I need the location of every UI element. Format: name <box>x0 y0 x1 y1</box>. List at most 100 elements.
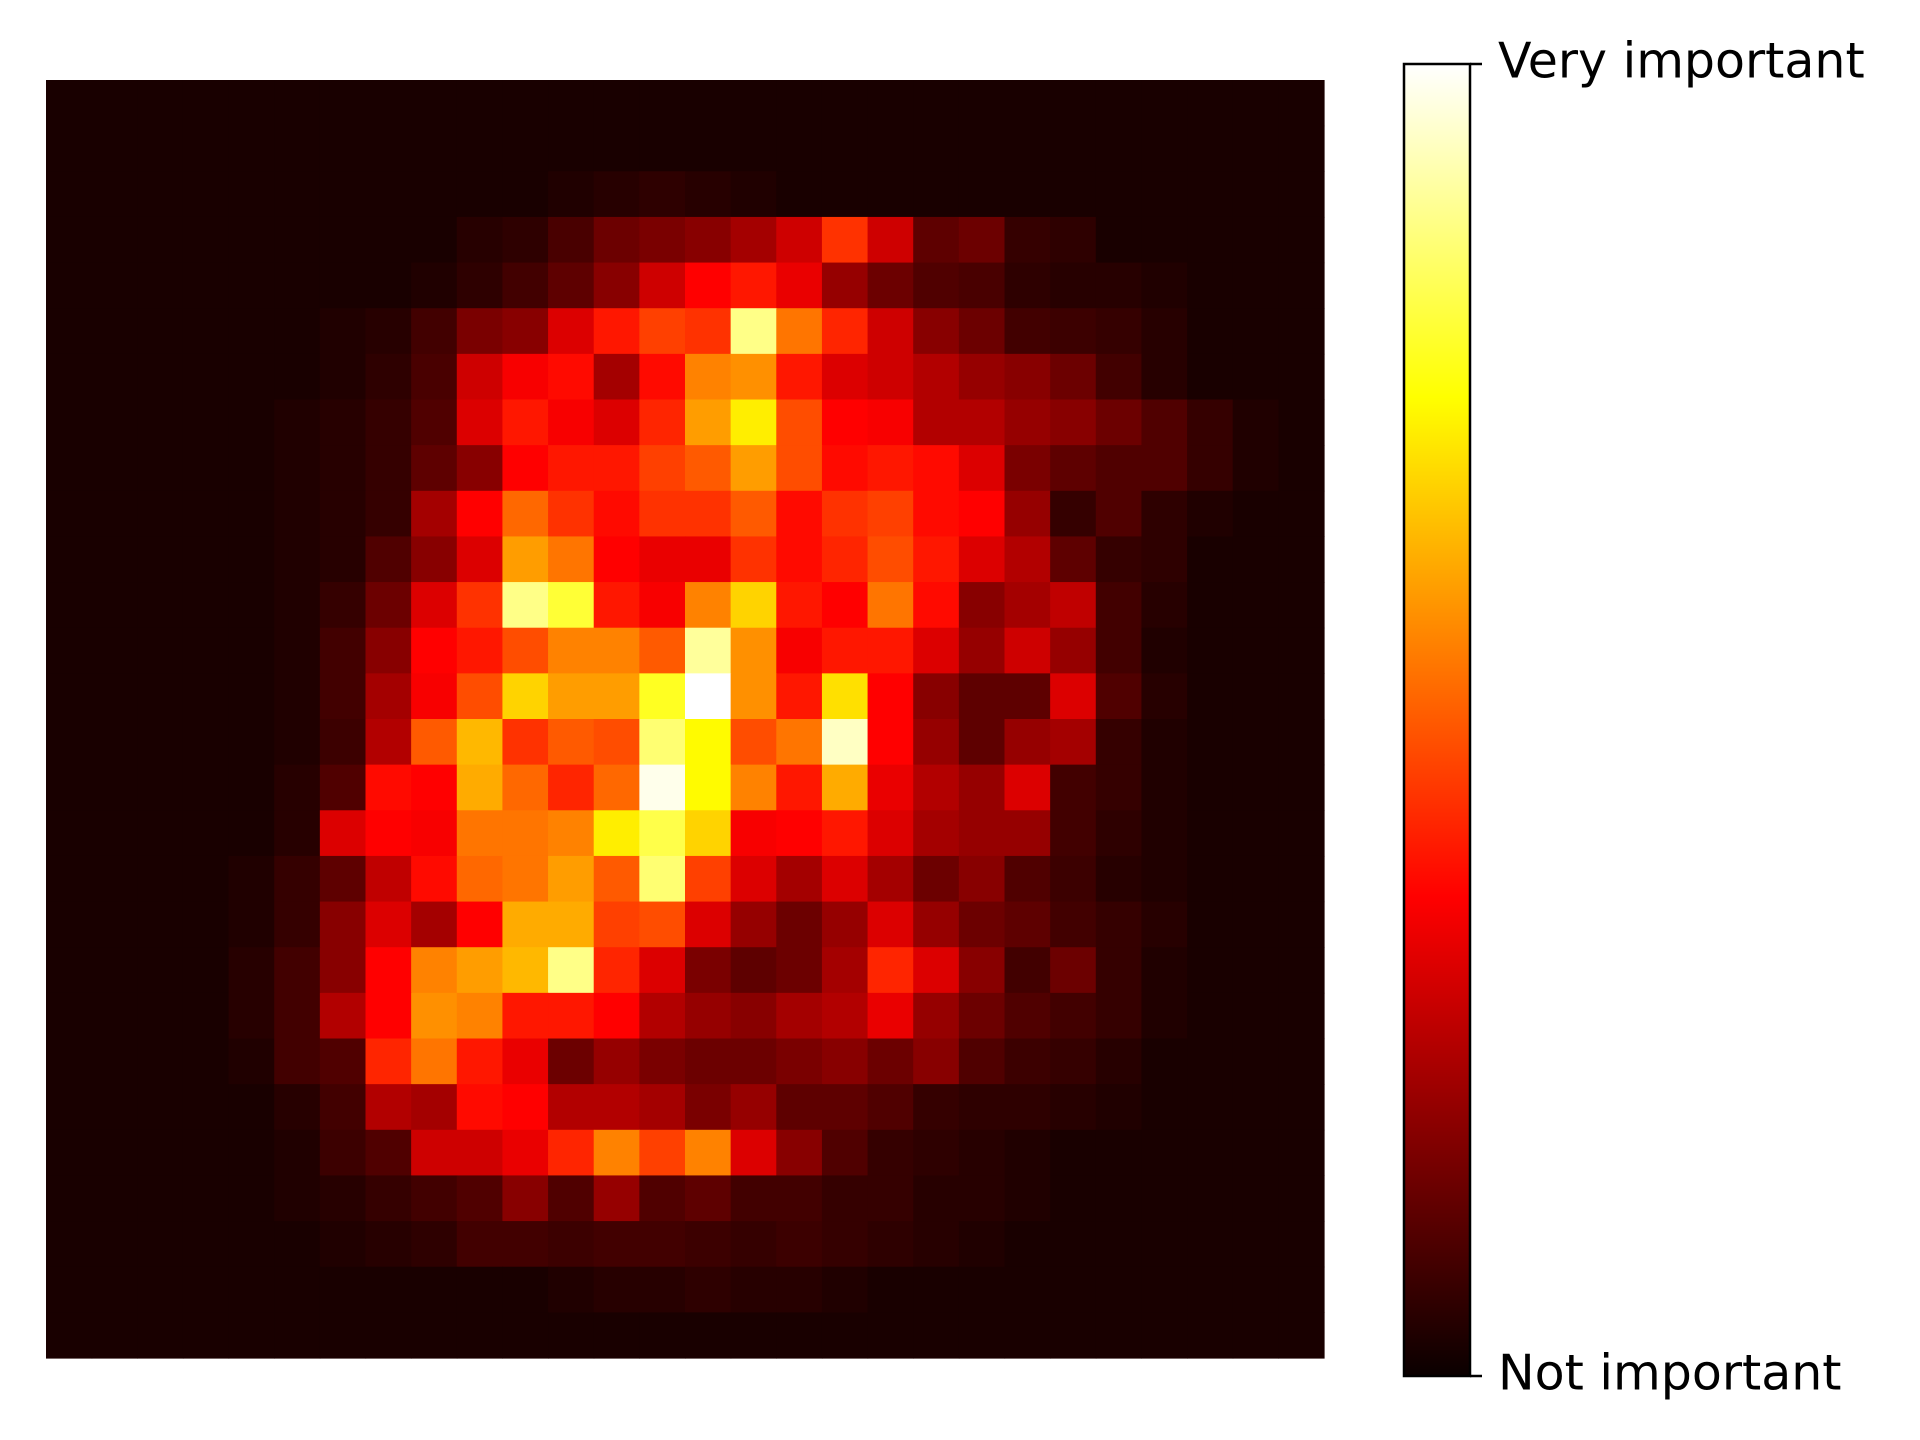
heatmap-cell-r17-c1 <box>91 855 138 903</box>
heatmap-cell-r0-c9 <box>456 80 504 127</box>
heatmap-cell-r17-c14 <box>685 855 732 903</box>
heatmap-cell-r0-c21 <box>1004 80 1051 127</box>
heatmap-cell-r26-c11 <box>548 1266 595 1313</box>
heatmap-cell-r27-c21 <box>1004 1312 1051 1359</box>
heatmap-cell-r23-c14 <box>685 1129 732 1177</box>
heatmap-cell-r4-c27 <box>1278 262 1325 309</box>
heatmap-cell-r7-c19 <box>913 399 960 446</box>
heatmap-cell-r12-c16 <box>776 627 823 674</box>
heatmap-cell-r7-c21 <box>1004 399 1051 446</box>
heatmap-cell-r18-c22 <box>1050 901 1097 948</box>
heatmap-cell-r15-c26 <box>1232 764 1279 811</box>
heatmap-cell-r15-c9 <box>456 764 504 811</box>
heatmap-cell-r2-c14 <box>685 171 732 218</box>
heatmap-cell-r12-c11 <box>548 627 595 674</box>
heatmap-cell-r21-c13 <box>639 1038 686 1085</box>
heatmap-cell-r25-c11 <box>548 1221 595 1268</box>
heatmap-cell-r2-c27 <box>1278 171 1325 218</box>
heatmap-cell-r8-c9 <box>456 445 504 492</box>
heatmap-cell-r27-c2 <box>137 1312 184 1359</box>
heatmap-cell-r23-c23 <box>1095 1129 1143 1177</box>
heatmap-cell-r21-c24 <box>1141 1038 1188 1085</box>
heatmap-cell-r14-c27 <box>1278 719 1325 766</box>
heatmap-cell-r20-c2 <box>137 992 184 1040</box>
heatmap-cell-r4-c14 <box>685 262 732 309</box>
heatmap-cell-r9-c8 <box>411 490 458 538</box>
heatmap-cell-r17-c0 <box>46 855 93 903</box>
heatmap-cell-r23-c5 <box>274 1129 321 1177</box>
heatmap-cell-r7-c11 <box>548 399 595 446</box>
heatmap-cell-r15-c8 <box>411 764 458 811</box>
heatmap-cell-r18-c2 <box>137 901 184 948</box>
heatmap-cell-r1-c18 <box>867 125 914 172</box>
heatmap-cell-r25-c18 <box>867 1221 914 1268</box>
heatmap-cell-r8-c8 <box>411 445 458 492</box>
heatmap-cell-r16-c16 <box>776 810 823 857</box>
heatmap-cell-r23-c15 <box>730 1129 777 1177</box>
heatmap-cell-r23-c12 <box>593 1129 640 1177</box>
heatmap-cell-r25-c3 <box>182 1221 230 1268</box>
heatmap-cell-r13-c15 <box>730 673 777 720</box>
heatmap-cell-r17-c3 <box>182 855 230 903</box>
heatmap-cell-r15-c10 <box>502 764 549 811</box>
heatmap-cell-r4-c16 <box>776 262 823 309</box>
heatmap-cell-r5-c8 <box>411 308 458 355</box>
heatmap-cell-r21-c16 <box>776 1038 823 1085</box>
heatmap-cell-r20-c15 <box>730 992 777 1040</box>
heatmap-cell-r16-c13 <box>639 810 686 857</box>
heatmap-cell-r3-c27 <box>1278 216 1325 264</box>
heatmap-cell-r15-c18 <box>867 764 914 811</box>
heatmap-cell-r8-c26 <box>1232 445 1279 492</box>
heatmap-cell-r27-c8 <box>411 1312 458 1359</box>
heatmap-cell-r1-c25 <box>1187 125 1234 172</box>
heatmap-cell-r19-c6 <box>319 947 367 994</box>
heatmap-cell-r17-c8 <box>411 855 458 903</box>
heatmap-cell-r12-c22 <box>1050 627 1097 674</box>
heatmap-cell-r20-c25 <box>1187 992 1234 1040</box>
heatmap-cell-r21-c11 <box>548 1038 595 1085</box>
heatmap-cell-r4-c23 <box>1095 262 1143 309</box>
heatmap-cell-r14-c6 <box>319 719 367 766</box>
heatmap-cell-r20-c4 <box>228 992 275 1040</box>
heatmap-cell-r18-c20 <box>958 901 1006 948</box>
heatmap-cell-r26-c2 <box>137 1266 184 1313</box>
heatmap-cell-r17-c16 <box>776 855 823 903</box>
heatmap-cell-r23-c10 <box>502 1129 549 1177</box>
heatmap-cell-r27-c18 <box>867 1312 914 1359</box>
heatmap-cell-r14-c17 <box>821 719 869 766</box>
heatmap-cell-r16-c26 <box>1232 810 1279 857</box>
heatmap-cell-r0-c22 <box>1050 80 1097 127</box>
heatmap-cell-r15-c20 <box>958 764 1006 811</box>
heatmap-cell-r26-c0 <box>46 1266 93 1313</box>
heatmap-cell-r25-c22 <box>1050 1221 1097 1268</box>
heatmap-cell-r2-c22 <box>1050 171 1097 218</box>
heatmap-cell-r17-c5 <box>274 855 321 903</box>
heatmap-cell-r10-c8 <box>411 536 458 583</box>
heatmap-cell-r21-c12 <box>593 1038 640 1085</box>
heatmap-cell-r27-c15 <box>730 1312 777 1359</box>
heatmap-cell-r21-c3 <box>182 1038 230 1085</box>
heatmap-cell-r20-c0 <box>46 992 93 1040</box>
heatmap-cell-r18-c16 <box>776 901 823 948</box>
heatmap-cell-r23-c0 <box>46 1129 93 1177</box>
heatmap-cell-r6-c27 <box>1278 353 1325 401</box>
heatmap-cell-r13-c12 <box>593 673 640 720</box>
heatmap-cell-r7-c6 <box>319 399 367 446</box>
heatmap-cell-r17-c6 <box>319 855 367 903</box>
heatmap-cell-r20-c1 <box>91 992 138 1040</box>
heatmap-cell-r0-c18 <box>867 80 914 127</box>
heatmap-cell-r24-c27 <box>1278 1175 1325 1222</box>
heatmap-cell-r10-c24 <box>1141 536 1188 583</box>
heatmap-cell-r19-c19 <box>913 947 960 994</box>
heatmap-cell-r14-c11 <box>548 719 595 766</box>
heatmap-cell-r8-c6 <box>319 445 367 492</box>
heatmap-cell-r2-c18 <box>867 171 914 218</box>
heatmap-cell-r2-c3 <box>182 171 230 218</box>
heatmap-cell-r25-c19 <box>913 1221 960 1268</box>
heatmap-cell-r26-c21 <box>1004 1266 1051 1313</box>
heatmap-cell-r2-c25 <box>1187 171 1234 218</box>
heatmap-cell-r8-c18 <box>867 445 914 492</box>
heatmap-cell-r10-c3 <box>182 536 230 583</box>
heatmap-cell-r0-c20 <box>958 80 1006 127</box>
heatmap-cell-r18-c19 <box>913 901 960 948</box>
